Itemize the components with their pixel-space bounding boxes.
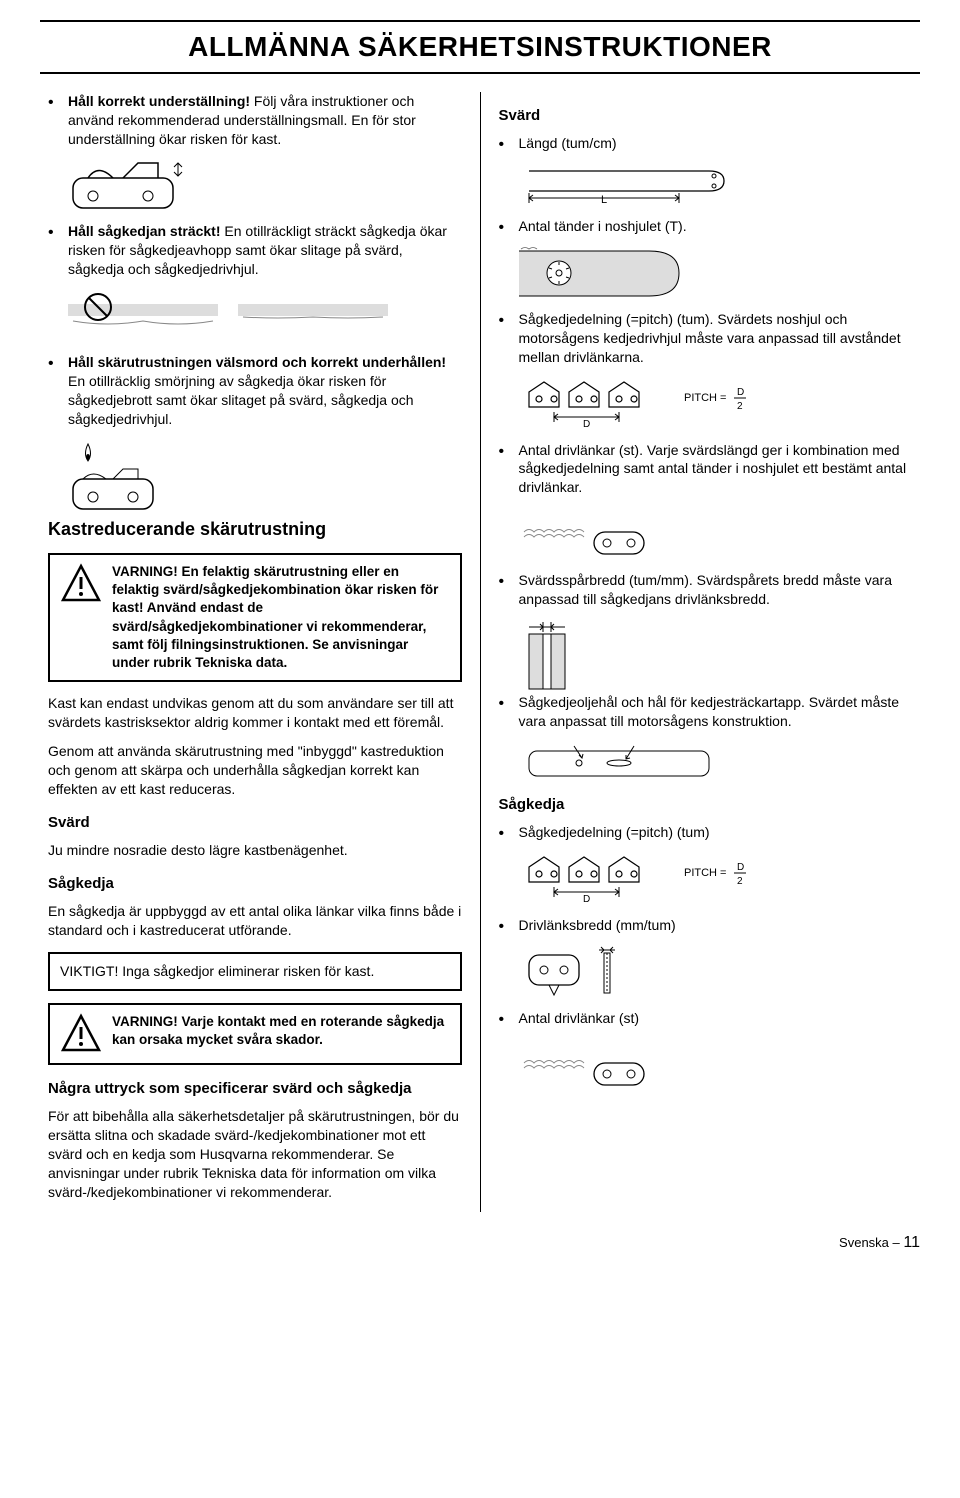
heading-sagkedja-right: Sågkedja (499, 795, 913, 815)
bullet-langd: Längd (tum/cm) (499, 134, 913, 153)
svg-text:2: 2 (737, 876, 743, 887)
svg-text:D: D (737, 862, 744, 873)
warning-box-roterande: VARNING! Varje kontakt med en roterande … (48, 1003, 462, 1065)
diagram-sk-pitch: D PITCH = D 2 (519, 852, 913, 902)
paragraph-uttryck: För att bibehålla alla säkerhetsdetaljer… (48, 1107, 462, 1201)
bullet-tander: Antal tänder i noshjulet (T). (499, 217, 913, 236)
paragraph-sagkedja: En sågkedja är uppbyggd av ett antal oli… (48, 902, 462, 940)
paragraph-kast1: Kast kan endast undvikas genom att du so… (48, 694, 462, 732)
footer-language: Svenska (839, 1235, 889, 1250)
svg-text:D: D (583, 894, 590, 905)
diagram-oil-hole (519, 741, 913, 781)
footer-page-number: 11 (903, 1234, 920, 1251)
svg-text:D: D (583, 419, 590, 430)
right-column: Svärd Längd (tum/cm) L Antal tänder i no… (481, 92, 921, 1212)
diagram-pitch: D PITCH = D 2 (519, 377, 913, 427)
warning-text: VARNING! En felaktig skärutrustning elle… (112, 563, 450, 672)
heading-sagkedja-left: Sågkedja (48, 874, 462, 894)
bullet-skarutrustning: Håll skärutrustningen välsmord och korre… (48, 353, 462, 429)
paragraph-svard: Ju mindre nosradie desto lägre kastbenäg… (48, 841, 462, 860)
bullet-sparbredd: Svärdsspårbredd (tum/mm). Svärdspårets b… (499, 571, 913, 609)
diagram-depth-gauge (68, 158, 462, 208)
two-column-layout: Håll korrekt underställning! Följ våra i… (40, 92, 920, 1212)
svg-text:D: D (737, 387, 744, 398)
bullet-sk-pitch: Sågkedjedelning (=pitch) (tum) (499, 823, 913, 842)
paragraph-kast2: Genom att använda skärutrustning med "in… (48, 742, 462, 799)
svg-text:PITCH =: PITCH = (684, 867, 726, 879)
important-box: VIKTIGT! Inga sågkedjor eliminerar riske… (48, 952, 462, 991)
bullet-drivlankar: Antal drivlänkar (st). Varje svärdslängd… (499, 441, 913, 498)
diagram-groove-width (519, 619, 913, 679)
bullet-pitch: Sågkedjedelning (=pitch) (tum). Svärdets… (499, 310, 913, 367)
diagram-drive-link-width (519, 945, 913, 995)
heading-svard-left: Svärd (48, 813, 462, 833)
diagram-nose-sprocket (519, 246, 913, 296)
bullet-oljehal: Sågkedjeoljehål och hål för kedjesträcka… (499, 693, 913, 731)
heading-uttryck: Några uttryck som specificerar svärd och… (48, 1079, 462, 1099)
bullet-understallning: Håll korrekt underställning! Följ våra i… (48, 92, 462, 149)
svg-text:PITCH =: PITCH = (684, 392, 726, 404)
diagram-bar-length: L (519, 163, 913, 203)
warning-triangle-icon (60, 563, 102, 605)
heading-kastreducerande: Kastreducerande skärutrustning (48, 517, 462, 541)
diagram-chain-tension (68, 289, 462, 339)
svg-text:2: 2 (737, 401, 743, 412)
bullet-strackt: Håll sågkedjan sträckt! En otillräckligt… (48, 222, 462, 279)
left-column: Håll korrekt underställning! Följ våra i… (40, 92, 481, 1212)
bullet-sk-bredd: Drivlänksbredd (mm/tum) (499, 916, 913, 935)
heading-svard-right: Svärd (499, 106, 913, 126)
diagram-sk-drive-links (519, 1038, 913, 1088)
svg-text:L: L (601, 194, 607, 206)
page-title: ALLMÄNNA SÄKERHETSINSTRUKTIONER (40, 20, 920, 74)
bullet-sk-antal: Antal drivlänkar (st) (499, 1009, 913, 1028)
diagram-lubrication (68, 439, 462, 499)
warning-triangle-icon (60, 1013, 102, 1055)
warning-text: VARNING! Varje kontakt med en roterande … (112, 1013, 450, 1049)
diagram-drive-links (519, 507, 913, 557)
warning-box-skarutrustning: VARNING! En felaktig skärutrustning elle… (48, 553, 462, 682)
page-footer: Svenska – 11 (40, 1232, 920, 1254)
